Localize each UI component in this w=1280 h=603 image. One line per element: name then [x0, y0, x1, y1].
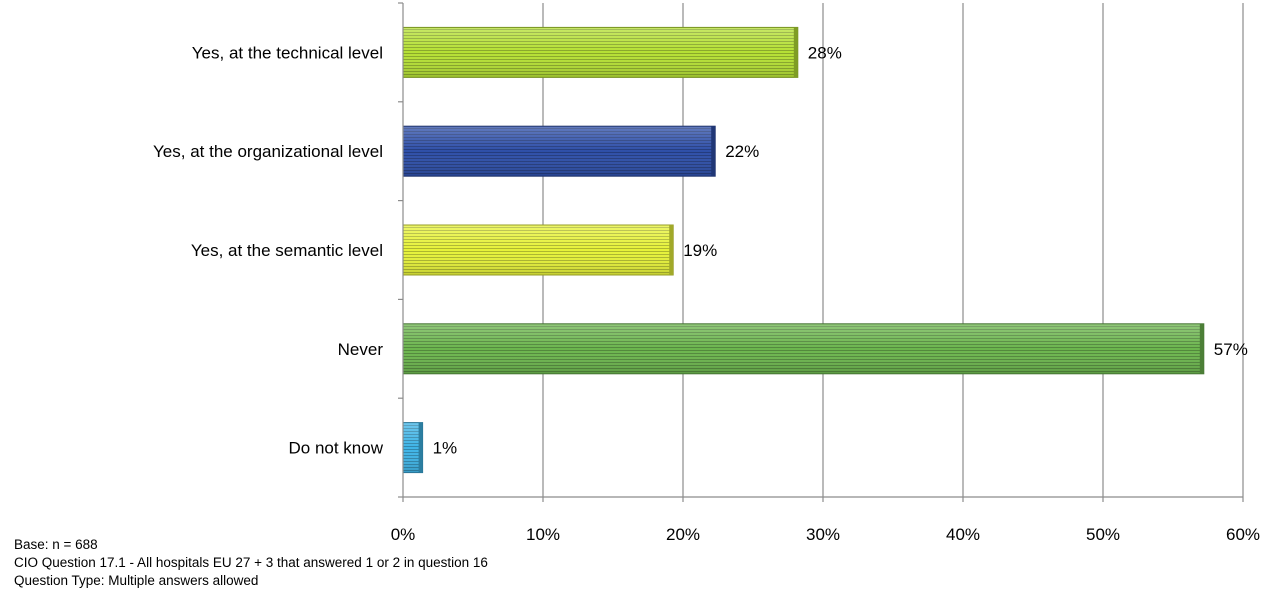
bar-end-bevel [1199, 323, 1204, 374]
x-tick-label: 0% [391, 525, 416, 544]
bar-outline [402, 224, 674, 276]
x-tick-label: 10% [526, 525, 560, 544]
bar-end-bevel [418, 422, 423, 473]
category-label: Never [338, 340, 384, 359]
bar-end-bevel [711, 126, 716, 177]
bar-0 [402, 26, 799, 78]
labels: 0% 10% 20% 30% 40% 50% 60% Yes, at the technica… [153, 43, 1260, 544]
value-label: 1% [433, 439, 458, 458]
bar-end-bevel [793, 27, 798, 78]
bar-1 [402, 125, 716, 177]
x-tick-label: 60% [1226, 525, 1260, 544]
category-label: Yes, at the technical level [192, 43, 383, 62]
bar-2 [402, 224, 674, 276]
bar-3 [402, 323, 1205, 375]
axes [398, 2, 1244, 502]
x-tick-label: 40% [946, 525, 980, 544]
value-label: 19% [683, 241, 717, 260]
bar-outline [402, 26, 799, 78]
value-label: 57% [1214, 340, 1248, 359]
x-tick-label: 20% [666, 525, 700, 544]
category-label: Do not know [289, 439, 384, 458]
gridlines [542, 3, 1244, 497]
bar-outline [402, 125, 716, 177]
base-note: Base: n = 688 [14, 537, 98, 552]
x-tick-label: 30% [806, 525, 840, 544]
question-type-note: Question Type: Multiple answers allowed [14, 573, 259, 588]
bar-4 [402, 422, 424, 474]
footnotes: Base: n = 688 CIO Question 17.1 - All ho… [14, 536, 488, 590]
bar-end-bevel [669, 225, 674, 275]
bar-outline [402, 323, 1205, 375]
value-label: 22% [725, 142, 759, 161]
value-label: 28% [808, 43, 842, 62]
category-label: Yes, at the semantic level [191, 241, 383, 260]
category-label: Yes, at the organizational level [153, 142, 383, 161]
question-note: CIO Question 17.1 - All hospitals EU 27 … [14, 555, 488, 570]
bars [402, 26, 1205, 474]
x-tick-label: 50% [1086, 525, 1120, 544]
